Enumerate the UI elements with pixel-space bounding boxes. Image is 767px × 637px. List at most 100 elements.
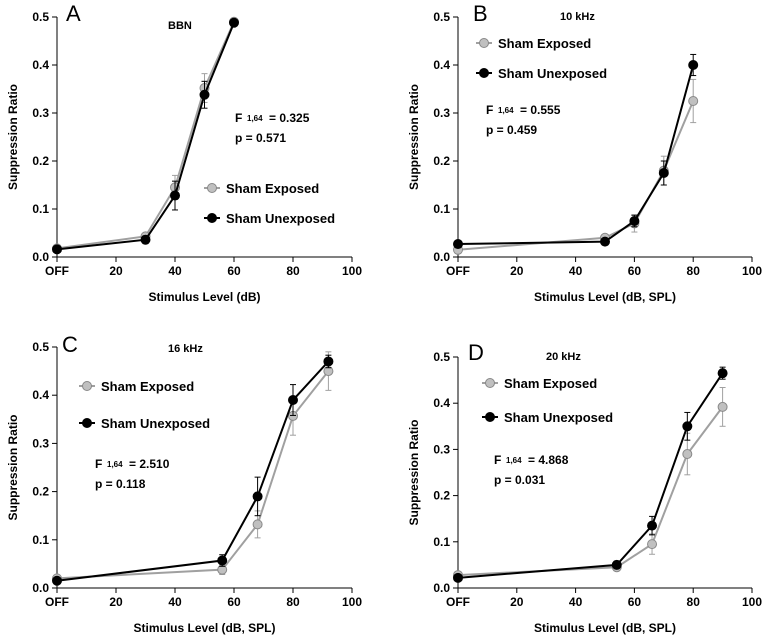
legend-swatch-marker (82, 381, 92, 391)
stat-df: 1,64 (506, 456, 522, 465)
panel-c: 0.0 0.1 0.2 0.3 0.4 0.5 OFF 20 40 60 80 100 Stimulus… (6, 332, 362, 635)
stat-p-value: p = 0.031 (494, 473, 545, 487)
data-point (611, 559, 622, 570)
stat-f-value: = 2.510 (129, 457, 170, 471)
y-tick-label: 0.1 (433, 535, 450, 549)
data-point (199, 89, 210, 100)
legend-label: Sham Unexposed (504, 410, 613, 425)
y-tick-label: 0.4 (32, 388, 49, 402)
y-axis-title: Suppression Ratio (407, 84, 421, 190)
legend-label: Sham Exposed (101, 379, 194, 394)
legend-label: Sham Unexposed (101, 416, 210, 431)
y-tick-label: 0.3 (32, 436, 49, 450)
panel-a: 0.0 0.1 0.2 0.3 0.4 0.5 OFF 20 40 60 80 100 Stimulus… (6, 1, 362, 304)
stat-f-symbol: F (235, 111, 242, 125)
data-point (252, 491, 263, 502)
x-axis-title: Stimulus Level (dB, SPL) (133, 621, 275, 635)
data-point (682, 421, 693, 432)
data-point (52, 244, 62, 255)
data-point (600, 236, 610, 247)
y-axis-title: Suppression Ratio (407, 419, 421, 525)
x-tick-label: 20 (109, 595, 123, 609)
data-point (217, 555, 228, 566)
panel-title: 20 kHz (546, 351, 581, 363)
x-tick-label: 80 (286, 264, 300, 278)
y-tick-label: 0.3 (32, 106, 49, 120)
series-sham-unexposed (453, 53, 699, 250)
y-tick-label: 0.4 (433, 396, 450, 410)
x-tick-label: OFF (45, 264, 69, 278)
legend-label: Sham Exposed (226, 181, 319, 196)
data-point (647, 539, 658, 550)
stat-f-value: = 0.555 (520, 103, 561, 117)
x-tick-label: 80 (687, 595, 701, 609)
y-tick-label: 0.3 (433, 106, 450, 120)
panel-letter: C (62, 332, 78, 357)
data-point (682, 449, 693, 460)
x-tick-label: 100 (342, 595, 362, 609)
stat-p-value: p = 0.459 (486, 123, 537, 137)
panel-title: 16 kHz (168, 343, 203, 355)
legend-label: Sham Exposed (504, 376, 597, 391)
y-tick-label: 0.2 (32, 154, 49, 168)
data-point (453, 572, 463, 583)
y-tick-label: 0.5 (433, 10, 450, 24)
panel-title: BBN (168, 20, 192, 32)
series-sham-unexposed (52, 17, 239, 255)
legend: Sham Exposed Sham Unexposed (476, 36, 607, 81)
x-tick-label: 100 (742, 595, 762, 609)
legend-label: Sham Unexposed (226, 211, 335, 226)
y-tick-label: 0.5 (32, 340, 49, 354)
data-point (288, 395, 298, 406)
data-point (170, 190, 180, 201)
x-tick-label: 60 (628, 595, 642, 609)
x-tick-label: 100 (742, 264, 762, 278)
x-tick-label: 40 (168, 595, 182, 609)
data-point (140, 234, 151, 245)
stat-f-symbol: F (95, 457, 102, 471)
panel-d: 0.0 0.1 0.2 0.3 0.4 0.5 OFF 20 40 60 80 100 Stimulus… (407, 340, 762, 635)
y-axis-title: Suppression Ratio (6, 84, 20, 190)
series-line (56, 360, 330, 582)
x-axis-title: Stimulus Level (dB, SPL) (534, 290, 676, 304)
y-tick-label: 0.4 (32, 58, 49, 72)
legend-swatch-marker (207, 183, 217, 193)
legend: Sham Exposed Sham Unexposed (204, 181, 335, 226)
stat-f-value: = 0.325 (269, 111, 310, 125)
legend-swatch-marker (82, 418, 92, 428)
y-tick-label: 0.2 (433, 489, 450, 503)
y-axis-title: Suppression Ratio (6, 414, 20, 520)
x-tick-label: 40 (569, 264, 583, 278)
series-sham-unexposed (453, 366, 728, 583)
y-tick-label: 0.0 (433, 581, 450, 595)
x-axis-title: Stimulus Level (dB) (148, 290, 260, 304)
y-tick-label: 0.3 (433, 442, 450, 456)
legend-swatch-marker (479, 68, 489, 78)
data-point (252, 519, 263, 530)
data-point (323, 356, 334, 367)
y-tick-label: 0.0 (433, 250, 450, 264)
series-line (56, 370, 330, 580)
y-tick-label: 0.1 (32, 533, 49, 547)
stat-p-value: p = 0.118 (95, 477, 146, 491)
data-point (453, 239, 463, 250)
x-tick-label: 40 (569, 595, 583, 609)
legend-label: Sham Unexposed (498, 66, 607, 81)
stat-f-symbol: F (494, 453, 501, 467)
x-tick-label: 60 (628, 264, 642, 278)
stat-df: 1,64 (107, 460, 123, 469)
x-tick-label: OFF (446, 595, 470, 609)
y-tick-label: 0.4 (433, 58, 450, 72)
x-tick-label: 20 (109, 264, 123, 278)
legend-swatch-marker (207, 213, 217, 223)
stat-f-value: = 4.868 (528, 453, 569, 467)
x-tick-label: 100 (342, 264, 362, 278)
legend: Sham Exposed Sham Unexposed (79, 379, 210, 431)
series-line (56, 22, 235, 251)
legend-swatch-marker (479, 38, 489, 48)
panel-b: 0.0 0.1 0.2 0.3 0.4 0.5 OFF 20 40 60 80 100 Stimulus… (407, 1, 762, 304)
data-point (647, 520, 658, 531)
x-tick-label: 60 (227, 595, 241, 609)
legend-label: Sham Exposed (498, 36, 591, 51)
y-tick-label: 0.1 (32, 202, 49, 216)
